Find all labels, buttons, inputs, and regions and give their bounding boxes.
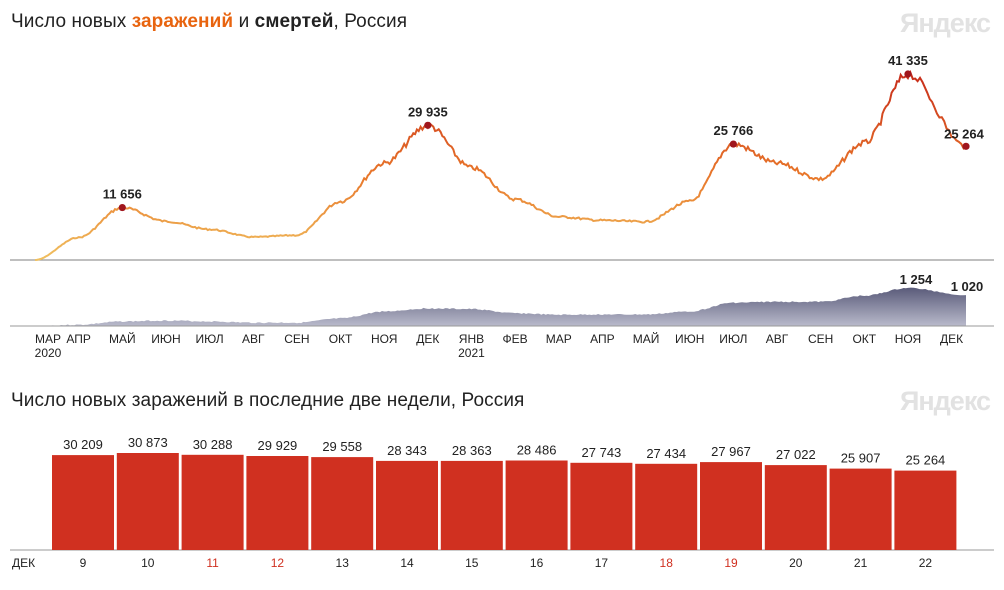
bar-day-16	[505, 460, 568, 550]
bar-value-9: 30 209	[63, 437, 103, 452]
month-tick-18: АВГ	[766, 332, 789, 346]
cases-peak-marker-4	[904, 70, 912, 78]
yandex-logo: Яндекс	[899, 8, 991, 38]
month-tick-3: МАЙ	[109, 331, 136, 346]
cases-peak-marker-5	[962, 142, 970, 150]
month-tick-11: ЯНВ	[459, 332, 484, 346]
day-tick-14: 14	[400, 556, 414, 570]
day-tick-13: 13	[336, 556, 350, 570]
bars-month-label: ДЕК	[12, 556, 35, 570]
year-tick-2021: 2021	[458, 346, 485, 360]
deaths-peak-label-1: 1 254	[900, 272, 933, 287]
month-tick-17: ИЮЛ	[719, 332, 747, 346]
month-tick-7: СЕН	[284, 332, 309, 346]
bar-day-15	[440, 460, 503, 550]
day-tick-22: 22	[919, 556, 933, 570]
month-tick-13: МАР	[546, 332, 572, 346]
bar-day-17	[570, 462, 633, 550]
cases-peak-label-2: 29 935	[408, 104, 448, 119]
bar-day-13	[311, 457, 374, 550]
bar-day-10	[116, 453, 179, 550]
bar-day-18	[635, 463, 698, 550]
month-tick-16: ИЮН	[675, 332, 704, 346]
month-tick-2: АПР	[66, 332, 91, 346]
day-tick-19: 19	[724, 556, 738, 570]
bar-value-14: 28 343	[387, 443, 427, 458]
month-tick-9: НОЯ	[371, 332, 397, 346]
day-tick-12: 12	[271, 556, 285, 570]
day-tick-16: 16	[530, 556, 544, 570]
bar-day-12	[246, 456, 309, 550]
title-part-1: Число новых	[11, 11, 132, 32]
bar-value-13: 29 558	[322, 439, 362, 454]
cases-peak-label-5: 25 264	[944, 126, 985, 141]
bar-value-11: 30 288	[193, 437, 233, 452]
bar-day-19	[700, 462, 762, 550]
bar-day-21	[829, 468, 892, 550]
cases-peak-marker-1	[118, 203, 126, 212]
bar-day-20	[764, 465, 827, 550]
month-tick-14: АПР	[590, 332, 615, 346]
month-tick-8: ОКТ	[329, 332, 353, 346]
cases-peak-label-3: 25 766	[713, 123, 753, 138]
day-tick-10: 10	[141, 556, 155, 570]
deaths-peak-label-2: 1 020	[951, 279, 984, 294]
month-tick-20: ОКТ	[852, 332, 876, 346]
month-tick-5: ИЮЛ	[196, 332, 224, 346]
month-tick-21: НОЯ	[895, 332, 921, 346]
year-tick-2020: 2020	[35, 346, 62, 360]
bar-value-15: 28 363	[452, 443, 492, 458]
month-tick-22: ДЕК	[940, 332, 963, 346]
title-deaths-highlight: смертей	[254, 11, 334, 32]
month-tick-1: МАР	[35, 332, 61, 346]
cases-peak-label-4: 41 335	[888, 53, 928, 68]
bar-day-9	[52, 455, 114, 550]
deaths-area	[35, 287, 966, 326]
cases-peak-label-1: 11 656	[103, 187, 142, 202]
month-tick-10: ДЕК	[416, 332, 439, 346]
bar-value-19: 27 967	[711, 444, 751, 459]
day-tick-17: 17	[595, 556, 609, 570]
yandex-logo-bottom: Яндекс	[899, 386, 991, 416]
title-part-3: и	[233, 11, 255, 32]
bar-value-20: 27 022	[776, 447, 816, 462]
day-tick-18: 18	[660, 556, 674, 570]
cases-peak-marker-2	[424, 121, 432, 129]
title-part-5: , Россия	[333, 11, 408, 32]
month-tick-19: СЕН	[808, 332, 833, 346]
month-tick-15: МАЙ	[633, 331, 660, 346]
bar-value-21: 25 907	[841, 451, 881, 466]
bar-value-17: 27 743	[582, 445, 622, 460]
bar-day-11	[181, 454, 244, 550]
bottom-chart-title: Число новых заражений в последние две не…	[11, 390, 525, 411]
cases-peak-marker-3	[729, 140, 737, 148]
day-tick-11: 11	[206, 556, 219, 570]
cases-series-line	[34, 69, 967, 261]
bar-day-22	[894, 470, 957, 550]
bar-value-18: 27 434	[646, 446, 686, 461]
bar-value-12: 29 929	[258, 438, 298, 453]
title-cases-highlight: заражений	[131, 11, 234, 32]
day-tick-21: 21	[854, 556, 868, 570]
bar-value-16: 28 486	[517, 443, 557, 458]
day-tick-9: 9	[80, 556, 87, 570]
day-tick-20: 20	[789, 556, 803, 570]
bar-value-22: 25 264	[906, 453, 946, 468]
month-tick-4: ИЮН	[151, 332, 180, 346]
day-tick-15: 15	[465, 556, 479, 570]
month-tick-6: АВГ	[242, 332, 265, 346]
bar-value-10: 30 873	[128, 435, 168, 450]
bar-day-14	[376, 460, 438, 550]
month-tick-12: ФЕВ	[503, 332, 528, 346]
top-chart-title: Число новых заражений и смертей, Россия	[11, 11, 407, 33]
